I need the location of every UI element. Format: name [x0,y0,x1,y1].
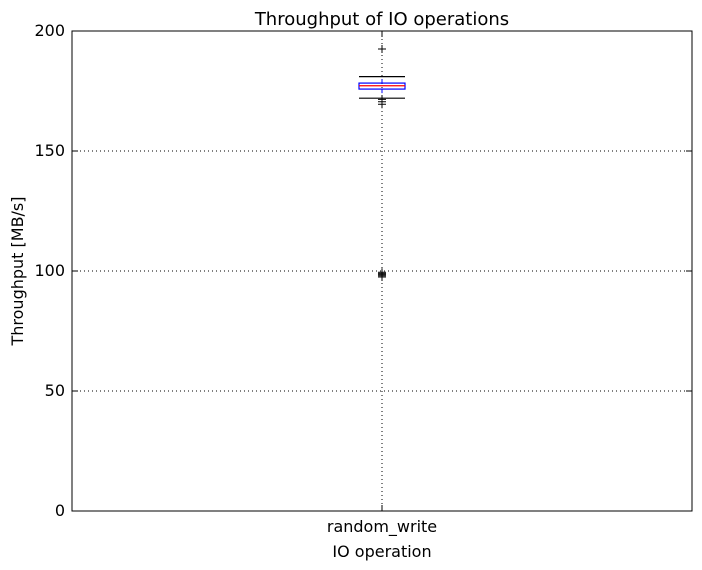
x-axis: random_write [327,31,437,537]
x-axis-label: IO operation [332,542,431,561]
chart-title: Throughput of IO operations [254,9,509,30]
y-tick-label: 50 [45,381,65,400]
y-tick-label: 0 [55,501,65,520]
y-axis: 0 50 100 150 200 [34,21,692,520]
outlier-point [378,273,386,281]
y-tick-label: 100 [34,261,65,280]
y-tick-label: 200 [34,21,65,40]
plot-area [358,45,406,281]
y-tick-label: 150 [34,141,65,160]
outlier-point [378,100,386,109]
outlier-point [378,45,386,53]
x-tick-label: random_write [327,517,437,537]
y-axis-label: Throughput [MB/s] [8,196,27,346]
